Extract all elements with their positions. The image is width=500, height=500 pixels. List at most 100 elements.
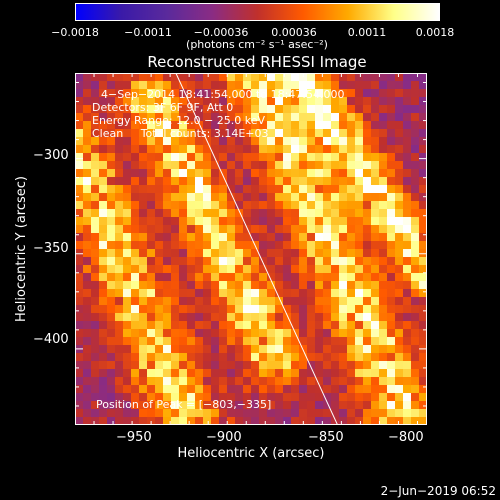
- heatmap-cell: [371, 369, 380, 378]
- heatmap-cell: [211, 89, 220, 98]
- heatmap-cell: [403, 353, 412, 362]
- heatmap-cell: [83, 161, 92, 170]
- heatmap-cell: [219, 185, 228, 194]
- heatmap-cell: [307, 129, 316, 138]
- heatmap-cell: [139, 417, 148, 425]
- heatmap-cell: [259, 305, 268, 314]
- heatmap-cell: [243, 297, 252, 306]
- heatmap-cell: [323, 313, 332, 322]
- heatmap-cell: [107, 281, 116, 290]
- heatmap-cell: [227, 81, 236, 90]
- heatmap-cell: [387, 417, 396, 425]
- heatmap-cell: [315, 393, 324, 402]
- heatmap-cell: [243, 401, 252, 410]
- heatmap-cell: [411, 201, 420, 210]
- heatmap-cell: [171, 329, 180, 338]
- heatmap-cell: [267, 337, 276, 346]
- heatmap-cell: [331, 313, 340, 322]
- heatmap-cell: [139, 185, 148, 194]
- heatmap-cell: [371, 233, 380, 242]
- heatmap-cell: [179, 393, 188, 402]
- heatmap-cell: [251, 345, 260, 354]
- heatmap-cell: [379, 321, 388, 330]
- colorbar-gradient: [76, 4, 439, 20]
- heatmap-cell: [91, 193, 100, 202]
- heatmap-cell: [387, 113, 396, 122]
- heatmap-cell: [283, 105, 292, 114]
- heatmap-cell: [291, 233, 300, 242]
- heatmap-cell: [291, 121, 300, 130]
- heatmap-cell: [131, 281, 140, 290]
- heatmap-cell: [91, 201, 100, 210]
- heatmap-cell: [275, 409, 284, 418]
- heatmap-cell: [155, 201, 164, 210]
- heatmap-cell: [219, 161, 228, 170]
- heatmap-cell: [259, 297, 268, 306]
- heatmap-cell: [83, 417, 92, 425]
- heatmap-cell: [219, 409, 228, 418]
- heatmap-cell: [347, 241, 356, 250]
- heatmap-cell: [115, 305, 124, 314]
- heatmap-cell: [363, 305, 372, 314]
- heatmap-cell: [267, 217, 276, 226]
- heatmap-cell: [283, 185, 292, 194]
- heatmap-cell: [347, 161, 356, 170]
- heatmap-cell: [379, 209, 388, 218]
- heatmap-cell: [267, 241, 276, 250]
- heatmap-cell: [379, 257, 388, 266]
- x-axis-label: Heliocentric X (arcsec): [177, 446, 325, 461]
- heatmap-cell: [123, 417, 132, 425]
- heatmap-cell: [307, 313, 316, 322]
- heatmap-cell: [275, 345, 284, 354]
- heatmap-cell: [115, 313, 124, 322]
- heatmap-cell: [347, 409, 356, 418]
- heatmap-cell: [75, 121, 84, 130]
- heatmap-cell: [203, 289, 212, 298]
- heatmap-cell: [363, 361, 372, 370]
- heatmap-cell: [283, 289, 292, 298]
- heatmap-cell: [163, 121, 172, 130]
- heatmap-cell: [347, 153, 356, 162]
- heatmap-cell: [99, 337, 108, 346]
- heatmap-cell: [227, 289, 236, 298]
- heatmap-cell: [131, 329, 140, 338]
- heatmap-cell: [179, 113, 188, 122]
- heatmap-cell: [259, 153, 268, 162]
- heatmap-cell: [243, 121, 252, 130]
- heatmap-cell: [299, 369, 308, 378]
- heatmap-cell: [107, 401, 116, 410]
- heatmap-cell: [203, 153, 212, 162]
- heatmap-cell: [123, 305, 132, 314]
- heatmap-cell: [355, 289, 364, 298]
- heatmap-cell: [251, 417, 260, 425]
- heatmap-cell: [307, 401, 316, 410]
- heatmap-cell: [187, 257, 196, 266]
- heatmap-cell: [163, 305, 172, 314]
- heatmap-cell: [107, 177, 116, 186]
- heatmap-cell: [195, 337, 204, 346]
- heatmap-cell: [243, 409, 252, 418]
- heatmap-cell: [379, 97, 388, 106]
- heatmap-cell: [179, 401, 188, 410]
- heatmap-cell: [387, 97, 396, 106]
- heatmap-cell: [283, 329, 292, 338]
- heatmap-cell: [179, 249, 188, 258]
- heatmap-cell: [419, 121, 427, 130]
- heatmap-cell: [323, 233, 332, 242]
- heatmap-cell: [163, 369, 172, 378]
- heatmap-cell: [387, 193, 396, 202]
- heatmap-cell: [75, 313, 84, 322]
- heatmap-cell: [227, 353, 236, 362]
- heatmap-cell: [155, 217, 164, 226]
- heatmap-cell: [155, 393, 164, 402]
- heatmap-cell: [179, 361, 188, 370]
- heatmap-cell: [291, 161, 300, 170]
- heatmap-cell: [411, 81, 420, 90]
- heatmap-cell: [339, 113, 348, 122]
- heatmap-cell: [283, 281, 292, 290]
- heatmap-cell: [347, 353, 356, 362]
- heatmap-cell: [107, 81, 116, 90]
- heatmap-cell: [115, 257, 124, 266]
- heatmap-cell: [203, 89, 212, 98]
- heatmap-cell: [387, 73, 396, 82]
